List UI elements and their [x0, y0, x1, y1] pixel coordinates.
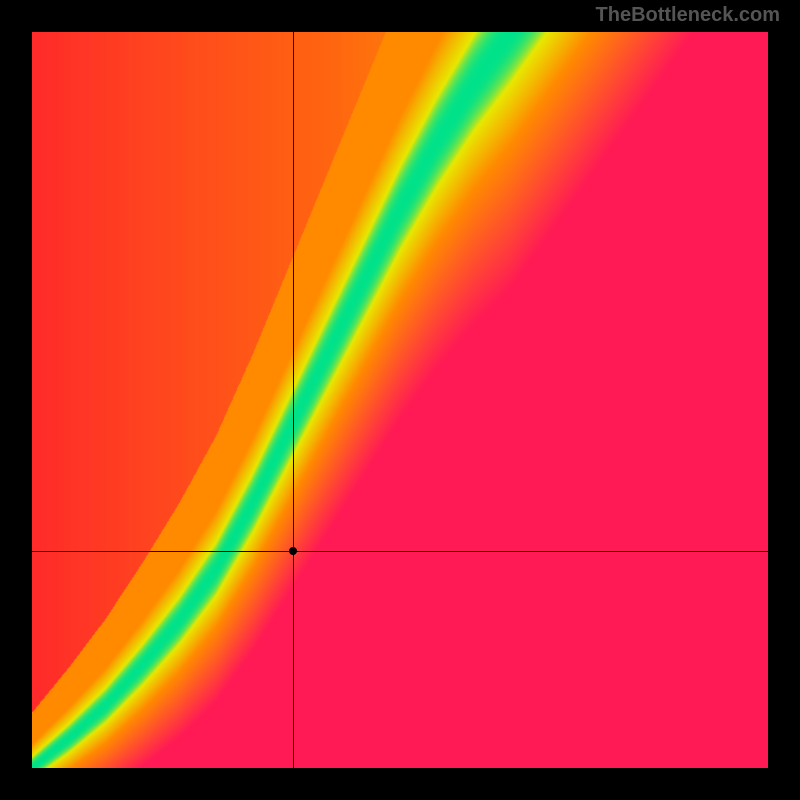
crosshair-dot [289, 547, 297, 555]
crosshair-vertical [293, 32, 294, 768]
watermark-text: TheBottleneck.com [596, 4, 780, 27]
chart-container: TheBottleneck.com [0, 0, 800, 800]
heatmap-canvas [32, 32, 768, 768]
crosshair-horizontal [32, 551, 768, 552]
plot-area [32, 32, 768, 768]
